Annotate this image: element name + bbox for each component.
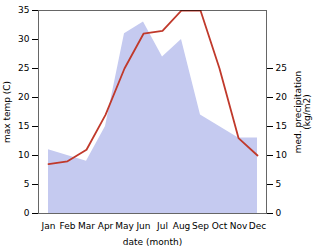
svg-text:25: 25 [18, 63, 29, 73]
svg-text:30: 30 [18, 34, 30, 44]
svg-text:date (month): date (month) [123, 237, 182, 247]
svg-text:med. precipitation(kg/m2): med. precipitation(kg/m2) [293, 71, 312, 153]
svg-text:max temp (C): max temp (C) [2, 81, 12, 143]
svg-text:5: 5 [276, 179, 282, 189]
svg-text:15: 15 [18, 121, 29, 131]
svg-text:Sep: Sep [192, 221, 209, 231]
svg-text:5: 5 [24, 179, 30, 189]
svg-text:0: 0 [276, 208, 282, 218]
svg-text:25: 25 [276, 63, 287, 73]
svg-text:Jan: Jan [41, 221, 56, 231]
svg-text:Oct: Oct [212, 221, 228, 231]
svg-text:10: 10 [276, 150, 288, 160]
svg-text:Dec: Dec [249, 221, 266, 231]
svg-text:May: May [115, 221, 134, 231]
svg-text:Mar: Mar [78, 221, 95, 231]
svg-text:Jul: Jul [156, 221, 168, 231]
svg-text:Apr: Apr [98, 221, 114, 231]
svg-text:20: 20 [276, 92, 288, 102]
svg-text:15: 15 [276, 121, 287, 131]
svg-text:Aug: Aug [173, 221, 191, 231]
svg-text:35: 35 [18, 5, 29, 15]
svg-text:0: 0 [24, 208, 30, 218]
svg-text:Nov: Nov [230, 221, 248, 231]
svg-text:10: 10 [18, 150, 30, 160]
svg-text:Feb: Feb [60, 221, 76, 231]
svg-text:Jun: Jun [135, 221, 150, 231]
svg-text:20: 20 [18, 92, 30, 102]
